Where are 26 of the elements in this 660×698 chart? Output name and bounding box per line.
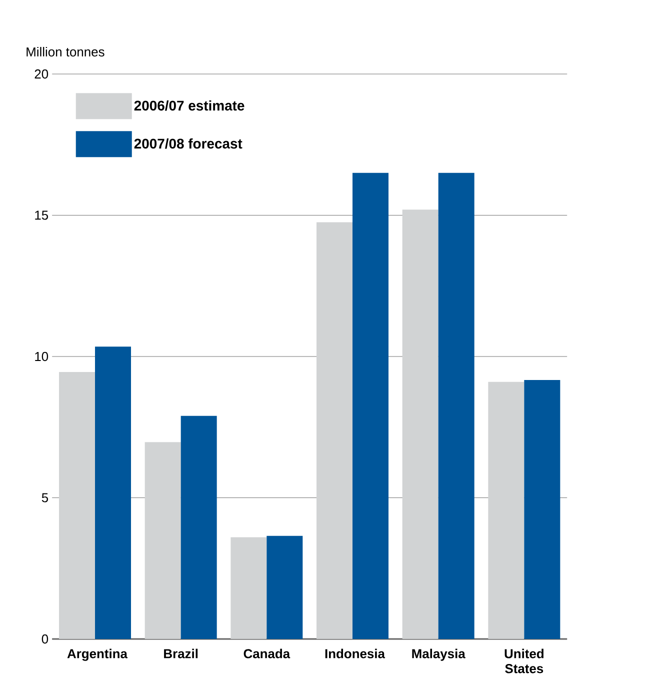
y-tick-label: 10 (35, 352, 48, 362)
bar (180, 416, 217, 639)
y-tick-label: 20 (34, 69, 48, 79)
x-tick-label: Indonesia (325, 648, 386, 658)
bar (438, 172, 474, 639)
y-tick-label: 15 (35, 210, 48, 220)
bar (266, 536, 303, 639)
x-tick-label: Canada (244, 648, 290, 658)
legend-label: 2006/07 estimate (134, 100, 244, 111)
x-tick-label: United States (504, 648, 544, 674)
x-tick-label: Argentina (67, 648, 128, 661)
bar (488, 382, 524, 639)
bar (402, 210, 438, 639)
bar (230, 537, 267, 639)
bar (316, 222, 352, 639)
legend-label: 2007/08 forecast (134, 138, 242, 149)
bar (95, 346, 131, 639)
bar (59, 372, 95, 639)
bar (524, 380, 560, 639)
y-tick-label: 0 (42, 634, 48, 644)
y-tick-label: 5 (42, 493, 48, 502)
x-tick-label: Brazil (164, 648, 198, 658)
bar (144, 442, 181, 639)
bar (352, 172, 388, 639)
x-tick-label: Malaysia (412, 648, 466, 661)
y-axis-title: Million tonnes (26, 46, 104, 56)
